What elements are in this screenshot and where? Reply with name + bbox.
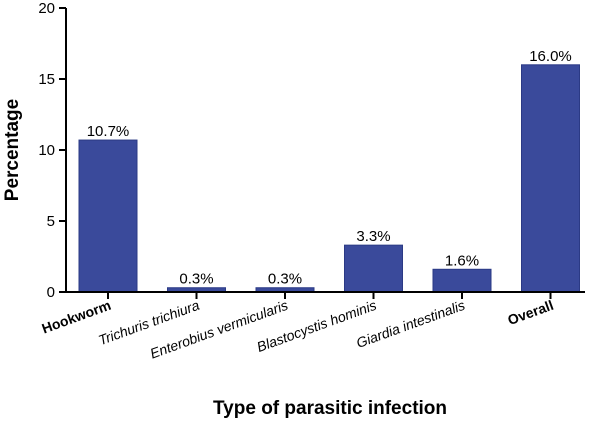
y-ticks-layer: 0 5 10 15 20 — [38, 0, 66, 301]
y-tick-label: 0 — [47, 284, 55, 301]
y-axis-title: Percentage — [2, 99, 23, 201]
data-label: 0.3% — [179, 271, 213, 288]
data-label: 3.3% — [356, 228, 390, 245]
y-tick-label: 10 — [38, 142, 55, 159]
data-label: 0.3% — [268, 271, 302, 288]
x-axis-title: Type of parasitic infection — [213, 398, 447, 419]
data-label: 16.0% — [529, 48, 572, 65]
data-label: 10.7% — [87, 123, 130, 140]
x-tick-label: Overall — [505, 297, 555, 328]
data-labels-layer: 10.7% 0.3% 0.3% 3.3% 1.6% 16.0% — [87, 48, 572, 288]
bars-layer — [78, 64, 580, 293]
bar — [344, 244, 403, 293]
bar — [78, 139, 138, 293]
axes-layer — [65, 8, 585, 293]
bar — [521, 64, 580, 293]
y-tick-label: 20 — [38, 0, 55, 17]
data-label: 1.6% — [445, 252, 479, 269]
y-tick-label: 5 — [47, 213, 55, 230]
y-tick-label: 15 — [38, 71, 55, 88]
bar — [432, 268, 492, 293]
